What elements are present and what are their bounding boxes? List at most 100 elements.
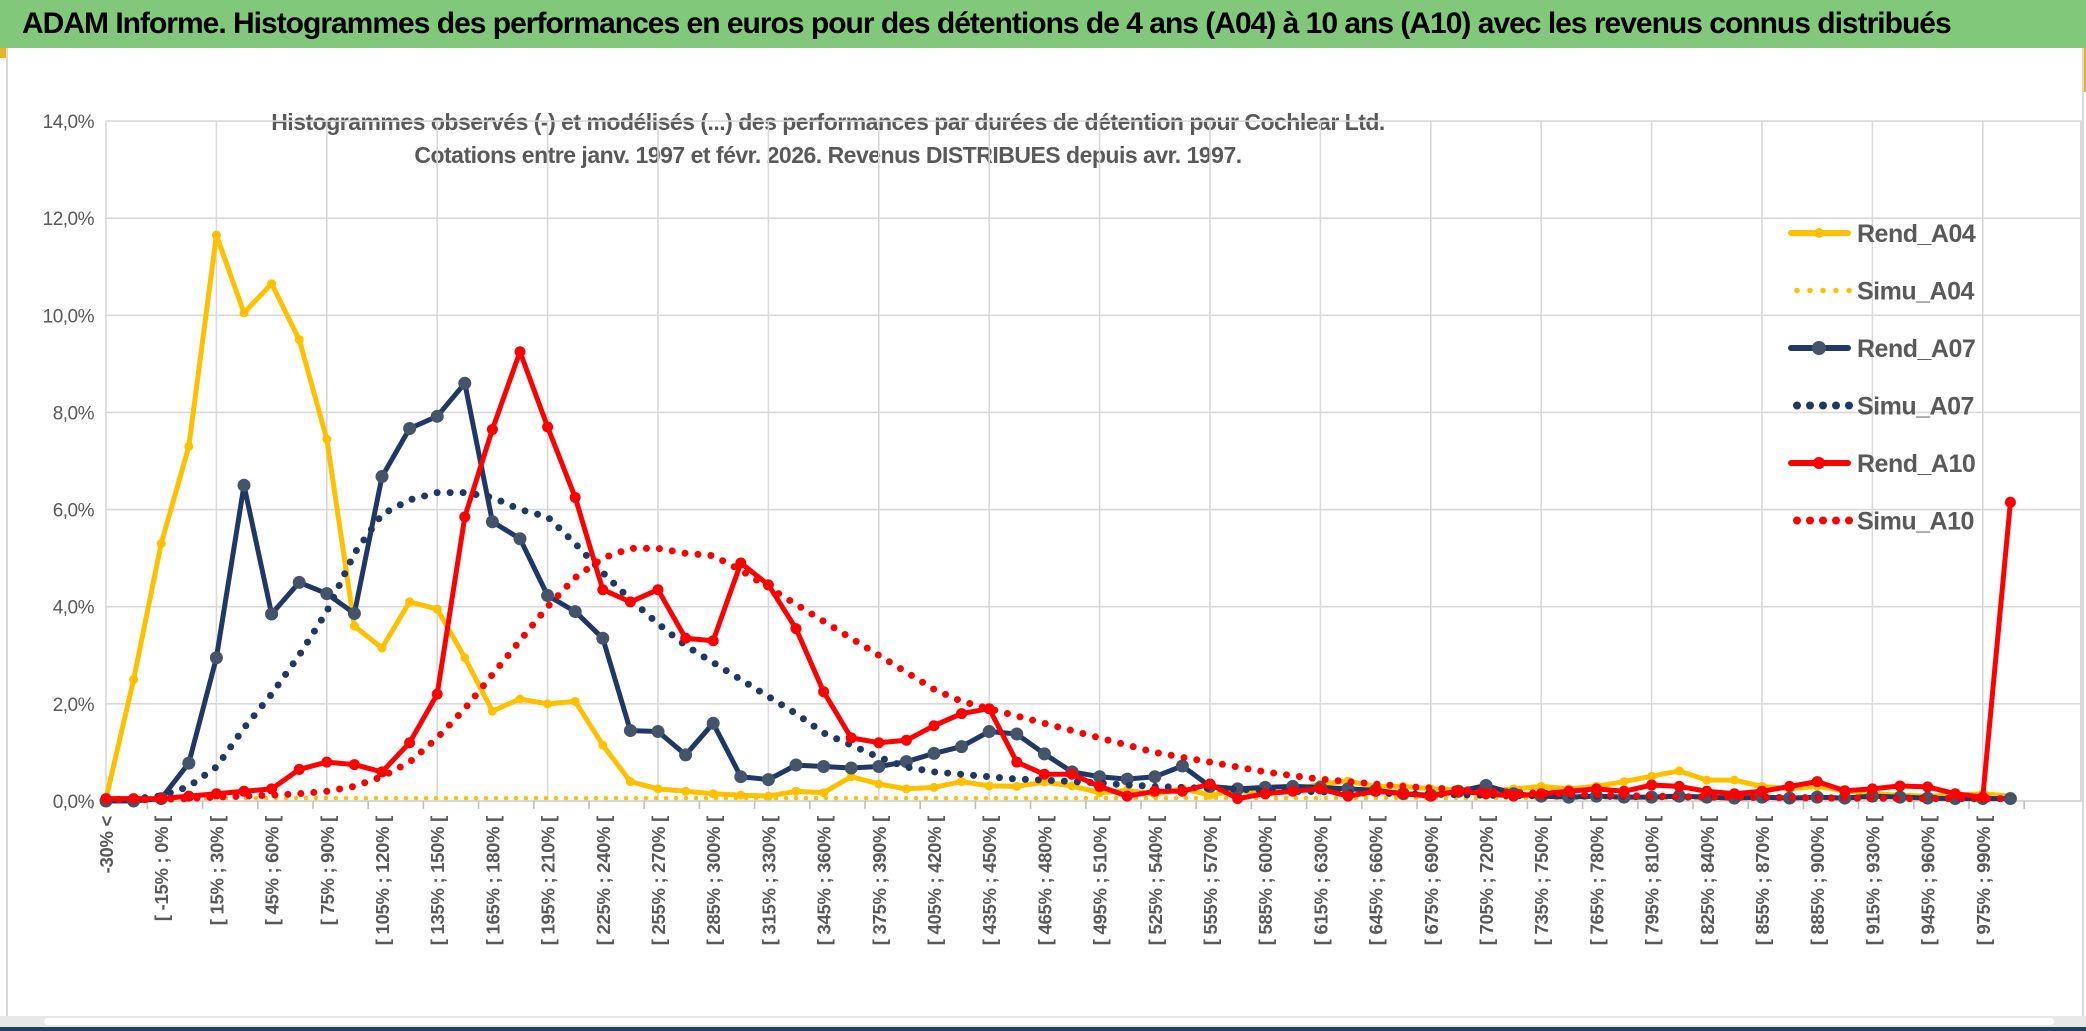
legend-item-Simu_A04[interactable]: Simu_A04 — [1794, 278, 1975, 306]
chart-area[interactable]: Histogrammes observés (-) et modélisés (… — [6, 48, 2084, 1018]
series-marker-Rend_A10 — [1066, 768, 1078, 780]
legend-item-Rend_A10[interactable]: Rend_A10 — [1788, 450, 1976, 478]
series-line-Rend_A04[interactable] — [103, 232, 2013, 802]
series-marker-Rend_A10 — [845, 732, 857, 744]
legend-swatch-dot — [1845, 401, 1853, 410]
legend-swatch-marker — [1814, 228, 1824, 238]
series-marker-Rend_A10 — [1121, 790, 1133, 802]
legend-item-Rend_A04[interactable]: Rend_A04 — [1788, 220, 1976, 248]
legend-label: Simu_A10 — [1857, 508, 1974, 536]
x-axis-label: [ 225% ; 240% [ — [593, 816, 614, 945]
x-axis-label: [ 705% ; 720% [ — [1476, 816, 1497, 945]
x-axis-label: [ 555% ; 570% [ — [1200, 816, 1221, 945]
series-marker-Rend_A07 — [1148, 770, 1162, 784]
series-marker-Rend_A10 — [928, 720, 940, 732]
series-marker-Rend_A10 — [818, 686, 830, 698]
series-line-Rend_A10[interactable] — [103, 349, 2013, 802]
series-marker-Rend_A10 — [707, 635, 719, 647]
series-marker-Rend_A10 — [542, 421, 554, 433]
series-marker-Rend_A10 — [652, 584, 664, 596]
legend-swatch-dot — [1819, 401, 1827, 410]
series-marker-Rend_A10 — [1894, 780, 1906, 792]
series-marker-Rend_A04 — [1729, 775, 1739, 785]
x-axis-label: [ 135% ; 150% [ — [427, 816, 448, 945]
y-axis-label: 0,0% — [53, 792, 95, 813]
horizontal-scrollbar[interactable] — [0, 1016, 2086, 1027]
x-axis-label: [ 675% ; 690% [ — [1421, 816, 1442, 945]
y-axis-label: 10,0% — [43, 306, 95, 327]
series-marker-Rend_A10 — [1646, 779, 1658, 791]
series-marker-Rend_A07 — [623, 724, 637, 738]
series-marker-Rend_A10 — [1839, 785, 1851, 797]
x-axis-label: [ 165% ; 180% [ — [482, 816, 503, 945]
legend-swatch-dot — [1832, 516, 1840, 525]
series-marker-Rend_A10 — [404, 737, 416, 749]
series-marker-Rend_A07 — [458, 376, 472, 390]
y-axis-label: 14,0% — [43, 112, 95, 133]
legend-item-Simu_A07[interactable]: Simu_A07 — [1793, 393, 1974, 421]
series-marker-Rend_A04 — [211, 230, 221, 240]
legend-item-Simu_A10[interactable]: Simu_A10 — [1793, 508, 1974, 536]
legend-swatch-marker — [1812, 341, 1826, 355]
series-marker-Rend_A07 — [817, 760, 831, 774]
series-marker-Rend_A04 — [1674, 766, 1684, 776]
x-axis-label: [ 195% ; 210% [ — [538, 816, 559, 945]
series-marker-Rend_A07 — [844, 761, 858, 775]
series-marker-Rend_A07 — [403, 421, 417, 435]
series-marker-Rend_A04 — [294, 335, 304, 345]
window-bottom-edge — [0, 1027, 2086, 1031]
series-marker-Rend_A07 — [209, 651, 223, 665]
x-axis-label: -30% < — [96, 816, 117, 874]
series-marker-Rend_A07 — [347, 607, 361, 621]
series-marker-Rend_A07 — [513, 532, 527, 546]
series-marker-Rend_A10 — [1756, 785, 1768, 797]
series-line-Simu_A10[interactable] — [102, 544, 2014, 804]
legend-item-Rend_A07[interactable]: Rend_A07 — [1788, 335, 1976, 363]
series-marker-Rend_A04 — [349, 621, 359, 631]
x-axis-label: [ 795% ; 810% [ — [1642, 816, 1663, 945]
series-marker-Rend_A04 — [901, 784, 911, 794]
x-axis-label: [ 975% ; 990% [ — [1973, 816, 1994, 945]
series-marker-Rend_A10 — [1397, 788, 1409, 800]
scrollbar-thumb[interactable] — [44, 1018, 2054, 1025]
series-marker-Rend_A04 — [791, 786, 801, 796]
series-marker-Rend_A04 — [543, 699, 553, 709]
series-marker-Rend_A07 — [292, 575, 306, 589]
legend-swatch-dot — [1820, 287, 1826, 294]
x-axis-label: [ 495% ; 510% [ — [1090, 816, 1111, 945]
series-marker-Rend_A10 — [348, 759, 360, 771]
chart-plot-svg: 14,0% 12,0% 10,0% 8,0% 6,0% 4,0% 2,0% 0,0%-30% … — [43, 112, 2082, 945]
series-marker-Rend_A07 — [568, 605, 582, 619]
series-marker-Rend_A04 — [1536, 781, 1546, 791]
series-marker-Rend_A04 — [1012, 781, 1022, 791]
x-axis-label: [ 255% ; 270% [ — [648, 816, 669, 945]
series-marker-Rend_A04 — [598, 740, 608, 750]
series-line-Rend_A07[interactable] — [103, 380, 2013, 804]
series-marker-Rend_A04 — [957, 777, 967, 787]
legend-swatch-dot — [1794, 287, 1800, 294]
legend-swatch-marker — [1813, 457, 1825, 469]
x-axis-label: [ 435% ; 450% [ — [979, 816, 1000, 945]
series-marker-Rend_A07 — [734, 770, 748, 784]
y-axis-label: 4,0% — [53, 598, 95, 619]
series-marker-Rend_A04 — [1647, 771, 1657, 781]
series-marker-Rend_A04 — [377, 643, 387, 653]
series-marker-Rend_A10 — [956, 708, 968, 720]
series-marker-Rend_A07 — [320, 587, 334, 601]
x-axis-label: [ 855% ; 870% [ — [1752, 816, 1773, 945]
series-marker-Rend_A04 — [515, 694, 525, 704]
series-marker-Rend_A10 — [1701, 785, 1713, 797]
x-axis-label: [ 345% ; 360% [ — [814, 816, 835, 945]
series-marker-Rend_A10 — [624, 596, 636, 608]
x-axis-label: [ 315% ; 330% [ — [758, 816, 779, 945]
series-marker-Rend_A07 — [1037, 747, 1051, 761]
x-axis-label: [ 825% ; 840% [ — [1697, 816, 1718, 945]
series-marker-Rend_A04 — [1039, 777, 1049, 787]
x-axis-label: [ 645% ; 660% [ — [1366, 816, 1387, 945]
series-line-Simu_A07[interactable] — [102, 489, 2014, 804]
series-marker-Rend_A04 — [322, 434, 332, 444]
series-marker-Rend_A07 — [596, 631, 610, 645]
series-marker-Rend_A04 — [846, 772, 856, 782]
x-axis-label: [ 465% ; 480% [ — [1034, 816, 1055, 945]
x-axis-label: [ 375% ; 390% [ — [869, 816, 890, 945]
